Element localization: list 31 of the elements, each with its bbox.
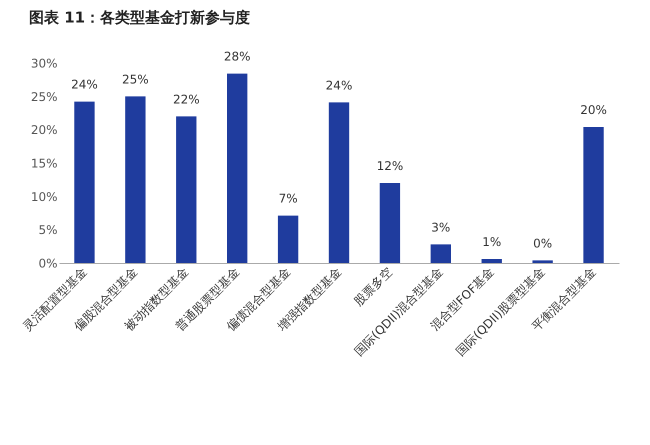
data-label: 24% xyxy=(326,78,352,92)
y-tick-label: 25% xyxy=(30,90,58,104)
data-label: 24% xyxy=(71,78,98,92)
y-tick-label: 0% xyxy=(38,256,58,270)
y-tick-label: 10% xyxy=(30,190,58,204)
bar xyxy=(482,259,502,263)
bar xyxy=(380,183,400,263)
y-tick-label: 5% xyxy=(38,223,58,238)
data-label: 22% xyxy=(172,92,200,106)
data-label: 3% xyxy=(431,220,450,234)
data-label: 12% xyxy=(376,159,404,173)
bar xyxy=(74,102,95,263)
data-label: 1% xyxy=(482,235,502,249)
x-tick-label: 股票多空 xyxy=(351,264,395,308)
bar xyxy=(430,244,451,263)
data-label: 25% xyxy=(122,72,149,86)
data-label: 0% xyxy=(533,236,552,250)
chart-title: 图表 11：各类型基金打新参与度 xyxy=(29,8,250,27)
data-label: 28% xyxy=(224,50,251,64)
y-tick-label: 15% xyxy=(30,156,58,170)
y-tick-label: 20% xyxy=(30,123,58,138)
data-label: 7% xyxy=(278,192,298,206)
bar xyxy=(176,116,196,263)
bar xyxy=(125,96,146,263)
data-label: 20% xyxy=(580,103,607,117)
bar xyxy=(278,216,298,263)
bar xyxy=(532,260,553,263)
bar xyxy=(583,127,604,263)
bar xyxy=(227,74,248,263)
bar xyxy=(328,102,350,263)
y-tick-label: 30% xyxy=(30,56,58,70)
